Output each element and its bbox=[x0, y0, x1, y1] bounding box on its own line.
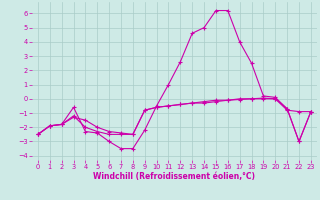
X-axis label: Windchill (Refroidissement éolien,°C): Windchill (Refroidissement éolien,°C) bbox=[93, 172, 255, 181]
